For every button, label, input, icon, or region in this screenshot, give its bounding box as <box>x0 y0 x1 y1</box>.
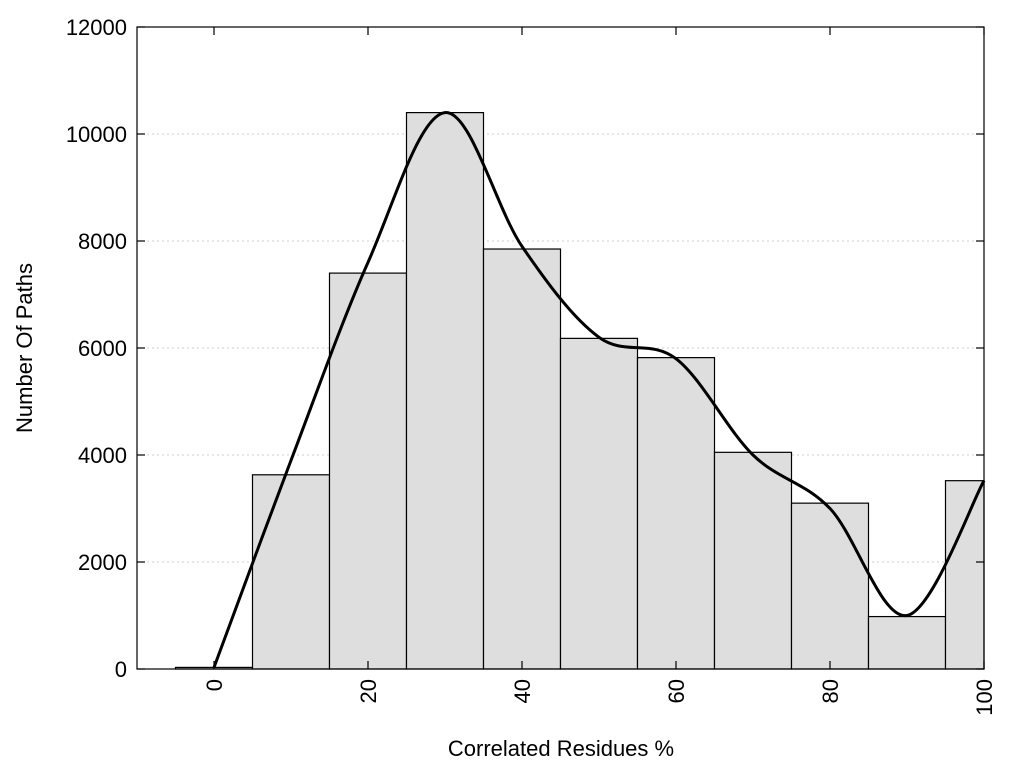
x-tick-label: 100 <box>972 679 997 716</box>
bar <box>251 474 331 670</box>
bar <box>405 111 485 670</box>
y-axis-title: Number Of Paths <box>12 263 37 433</box>
bar <box>867 615 947 670</box>
bar <box>328 272 408 670</box>
smooth-curve <box>212 111 986 668</box>
y-tick-label: 0 <box>115 657 127 682</box>
y-tick-label: 4000 <box>78 443 127 468</box>
x-tick-label: 40 <box>510 679 535 703</box>
y-axis: 0 2000 4000 6000 8000 10000 12000 <box>66 15 984 682</box>
x-tick-label: 80 <box>818 679 843 703</box>
y-tick-label: 12000 <box>66 15 127 40</box>
y-tick-label: 6000 <box>78 336 127 361</box>
x-tick-label: 20 <box>356 679 381 703</box>
x-axis-title: Correlated Residues % <box>448 736 674 761</box>
y-tick-label: 8000 <box>78 229 127 254</box>
bar <box>944 480 985 670</box>
bar <box>790 502 870 670</box>
bar <box>482 248 562 670</box>
bar <box>559 337 639 670</box>
trend-curve <box>212 111 986 668</box>
x-tick-label: 60 <box>664 679 689 703</box>
bar <box>636 357 716 670</box>
x-axis: 0 20 40 60 80 100 <box>202 27 997 716</box>
x-tick-label: 0 <box>202 679 227 691</box>
y-tick-label: 2000 <box>78 550 127 575</box>
y-tick-label: 10000 <box>66 122 127 147</box>
bar <box>713 451 793 670</box>
bars <box>174 111 985 670</box>
